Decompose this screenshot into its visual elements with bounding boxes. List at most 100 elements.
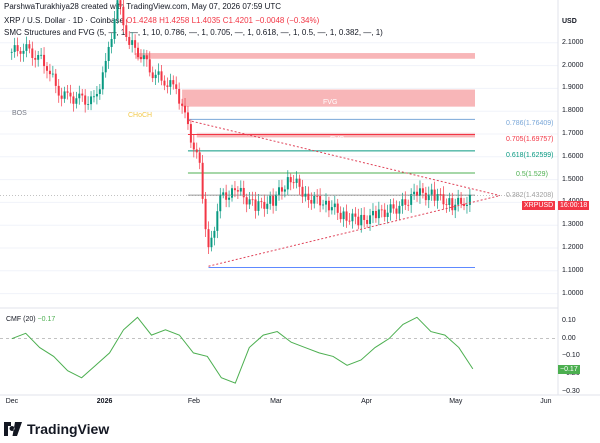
candle-body [181, 103, 184, 106]
time-tick: Apr [361, 398, 372, 405]
candle-body [298, 178, 301, 187]
candle-body [148, 59, 151, 73]
candle-body [195, 149, 198, 153]
candle-body [377, 209, 380, 219]
candle-body [272, 195, 275, 206]
footer: TradingView [4, 418, 109, 440]
candle-body [178, 88, 181, 104]
time-tick: Jun [540, 398, 552, 405]
candle-body [228, 197, 231, 200]
candle-body [283, 189, 286, 192]
candle-body [90, 96, 93, 105]
candle-body [87, 104, 90, 105]
candle-body [427, 194, 430, 201]
price-tick: 1.3000 [562, 221, 584, 229]
candle-body [57, 85, 60, 96]
candle-body [54, 73, 57, 86]
candle-body [75, 98, 78, 104]
candle-body [310, 199, 313, 204]
candle-body [166, 85, 169, 87]
candle-body [418, 188, 421, 196]
candle-body [78, 93, 81, 99]
candle-body [295, 178, 298, 183]
cmf-label: CMF (20) −0.17 [6, 316, 56, 323]
cmf-tick: −0.10 [562, 352, 580, 360]
price-tick: 1.0000 [562, 289, 584, 297]
candle-body [366, 219, 369, 224]
candle-body [216, 211, 219, 231]
candle-body [43, 54, 46, 67]
candle-body [439, 194, 442, 195]
candle-body [213, 230, 216, 238]
candle-body [84, 95, 87, 105]
cmf-line [11, 316, 474, 384]
candle-body [201, 162, 204, 199]
candle-body [51, 73, 54, 75]
candle-body [410, 194, 413, 205]
symbol-legend: XRP / U.S. Dollar · 1D · Coinbase O1.424… [4, 15, 319, 26]
candle-body [416, 191, 419, 196]
indicator-legend[interactable]: SMC Structures and FVG (5, —, 1, —, 1, 1… [4, 28, 383, 37]
candle-body [371, 210, 374, 216]
candle-body [395, 208, 398, 214]
candle-body [260, 201, 263, 203]
fvg-zone [182, 89, 475, 107]
candle-body [266, 203, 269, 209]
price-tick: 1.2000 [562, 244, 584, 251]
candle-body [339, 212, 342, 220]
candle-body [116, 0, 119, 20]
fvg-zone [196, 132, 475, 138]
candle-body [280, 187, 283, 192]
candle-body [134, 40, 137, 48]
candle-body [357, 216, 360, 226]
candle-body [413, 191, 416, 195]
candle-body [104, 60, 107, 73]
candle-body [454, 204, 457, 211]
candle-body [37, 55, 40, 60]
candle-body [421, 188, 424, 193]
candle-body [336, 203, 339, 213]
fib-0705-label: 0.705(1.69757) [506, 136, 554, 143]
candle-body [95, 93, 98, 97]
price-tick: 2.0000 [562, 61, 584, 69]
candle-body [248, 199, 251, 205]
candle-body [313, 195, 316, 204]
time-tick: May [449, 398, 463, 405]
candle-body [184, 105, 187, 113]
candle-body [98, 89, 101, 94]
symbol-badge: XRPUSD [522, 201, 556, 210]
symbol-name[interactable]: XRP / U.S. Dollar · 1D · Coinbase [4, 16, 124, 25]
candle-body [327, 200, 330, 211]
candle-body [66, 91, 69, 93]
candle-body [107, 46, 110, 61]
candle-body [122, 6, 125, 26]
candle-body [269, 195, 272, 204]
candle-body [333, 203, 336, 208]
candle-body [468, 194, 471, 205]
cmf-tick: 0.00 [562, 334, 576, 342]
time-tick: 2026 [96, 398, 113, 405]
candle-body [263, 201, 266, 209]
candle-body [275, 194, 278, 206]
candle-body [304, 193, 307, 197]
candle-body [139, 57, 142, 60]
ohlc-low: L1.4035 [191, 16, 221, 25]
ohlc-open: O1.4248 [126, 16, 157, 25]
candle-body [345, 211, 348, 221]
candle-body [175, 84, 178, 89]
candle-body [145, 55, 148, 60]
candle-body [210, 237, 213, 248]
countdown-badge: 16:00:18 [558, 201, 590, 210]
currency-label: USD [562, 18, 577, 25]
candle-body [92, 96, 95, 98]
candle-body [16, 45, 19, 52]
candle-body [374, 210, 377, 219]
upper-trendline [187, 119, 501, 197]
candle-body [407, 204, 410, 206]
candle-body [316, 195, 319, 197]
candle-body [222, 192, 225, 195]
candle-body [198, 152, 201, 163]
candle-body [142, 55, 145, 60]
cmf-tick: −0.30 [562, 388, 580, 395]
